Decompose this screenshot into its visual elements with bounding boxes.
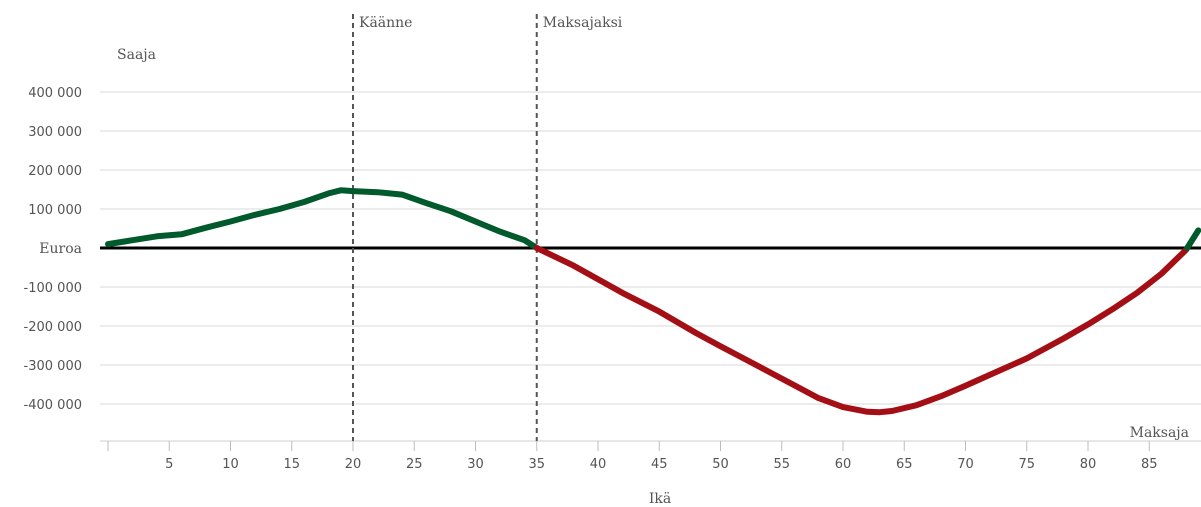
- x-tick-label: 5: [165, 457, 173, 472]
- x-tick-label: 25: [406, 457, 423, 472]
- x-tick-label: 20: [345, 457, 362, 472]
- y-tick-label: -200 000: [24, 320, 82, 335]
- series-line-positive: [1184, 227, 1201, 251]
- x-tick-label: 80: [1080, 457, 1097, 472]
- y-tick-label: 300 000: [28, 125, 82, 140]
- series-line-positive: [105, 187, 540, 251]
- x-tick-label: 30: [467, 457, 484, 472]
- phase-marker-label: Maksajaksi: [543, 15, 623, 31]
- x-axis-title: Ikä: [649, 491, 671, 507]
- phase-markers: Käänne Maksajaksi: [352, 14, 623, 441]
- y-tick-label: -300 000: [24, 359, 82, 374]
- x-tick-label: 50: [712, 457, 729, 472]
- phase-marker-label: Käänne: [359, 15, 412, 31]
- x-tick-label: 55: [773, 457, 790, 472]
- gridlines: [100, 91, 1201, 405]
- payer-label: Maksaja: [1130, 425, 1189, 441]
- y-tick-label: 400 000: [28, 86, 82, 101]
- x-tick-label: 85: [1141, 457, 1158, 472]
- x-tick-label: 60: [835, 457, 852, 472]
- y-tick-label: -100 000: [24, 281, 82, 296]
- net-transfer-series: [105, 187, 1201, 416]
- x-axis-tick-labels: 5 10 15 20 25 30 35 40 45 50 55 60 65 70 75 80 85: [165, 457, 1157, 472]
- x-tick-label: 65: [896, 457, 913, 472]
- x-tick-label: 75: [1018, 457, 1035, 472]
- y-axis-tick-labels: 400 000 300 000 200 000 100 000 Euroa -100 00…: [24, 86, 82, 413]
- y-tick-label: 100 000: [28, 203, 82, 218]
- y-tick-label: 200 000: [28, 164, 82, 179]
- y-tick-label: -400 000: [24, 398, 82, 413]
- x-tick-label: 10: [222, 457, 239, 472]
- x-tick-label: 35: [528, 457, 545, 472]
- x-axis: [100, 440, 1201, 451]
- x-tick-label: 45: [651, 457, 668, 472]
- x-tick-label: 15: [283, 457, 300, 472]
- y-tick-label: Euroa: [39, 241, 82, 257]
- payee-label: Saaja: [117, 47, 156, 63]
- x-tick-label: 40: [590, 457, 607, 472]
- x-tick-label: 70: [957, 457, 974, 472]
- series-line-negative: [533, 245, 1191, 416]
